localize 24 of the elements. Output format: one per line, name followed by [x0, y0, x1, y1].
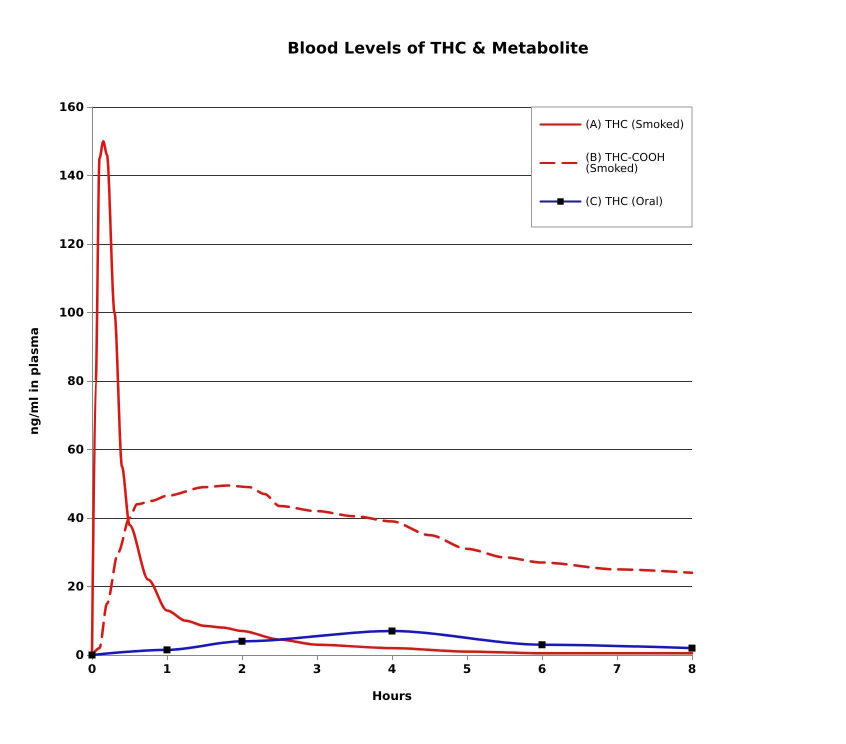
- x-tick-label: 7: [612, 662, 622, 676]
- y-axis-title: ng/ml in plasma: [27, 327, 41, 435]
- x-tick-label: 6: [538, 662, 546, 676]
- y-tick-label: 20: [67, 580, 84, 594]
- x-tick-label: 8: [688, 662, 696, 676]
- x-tick-label: 3: [312, 662, 322, 676]
- legend-label: (A) THC (Smoked): [585, 118, 684, 131]
- y-tick-label: 100: [58, 306, 84, 320]
- x-tick-label: 5: [462, 662, 472, 676]
- x-tick-label: 0: [88, 662, 96, 676]
- legend-label: (C) THC (Oral): [585, 195, 663, 208]
- x-tick-label: 2: [238, 662, 246, 676]
- y-tick-label: 160: [58, 100, 84, 114]
- x-tick-label: 1: [162, 662, 172, 676]
- x-tick-label: 4: [388, 662, 396, 676]
- y-tick-label: 80: [67, 374, 84, 388]
- y-tick-label: 40: [67, 511, 84, 525]
- chart-title: Blood Levels of THC & Metabolite: [287, 38, 589, 58]
- y-tick-label: 140: [58, 168, 84, 182]
- y-tick-label: 60: [67, 442, 84, 456]
- y-tick-label: 120: [58, 237, 84, 251]
- x-axis-title: Hours: [372, 689, 412, 703]
- y-tick-label: 0: [76, 648, 84, 662]
- legend-label: (B) THC-COOH (Smoked): [585, 151, 669, 175]
